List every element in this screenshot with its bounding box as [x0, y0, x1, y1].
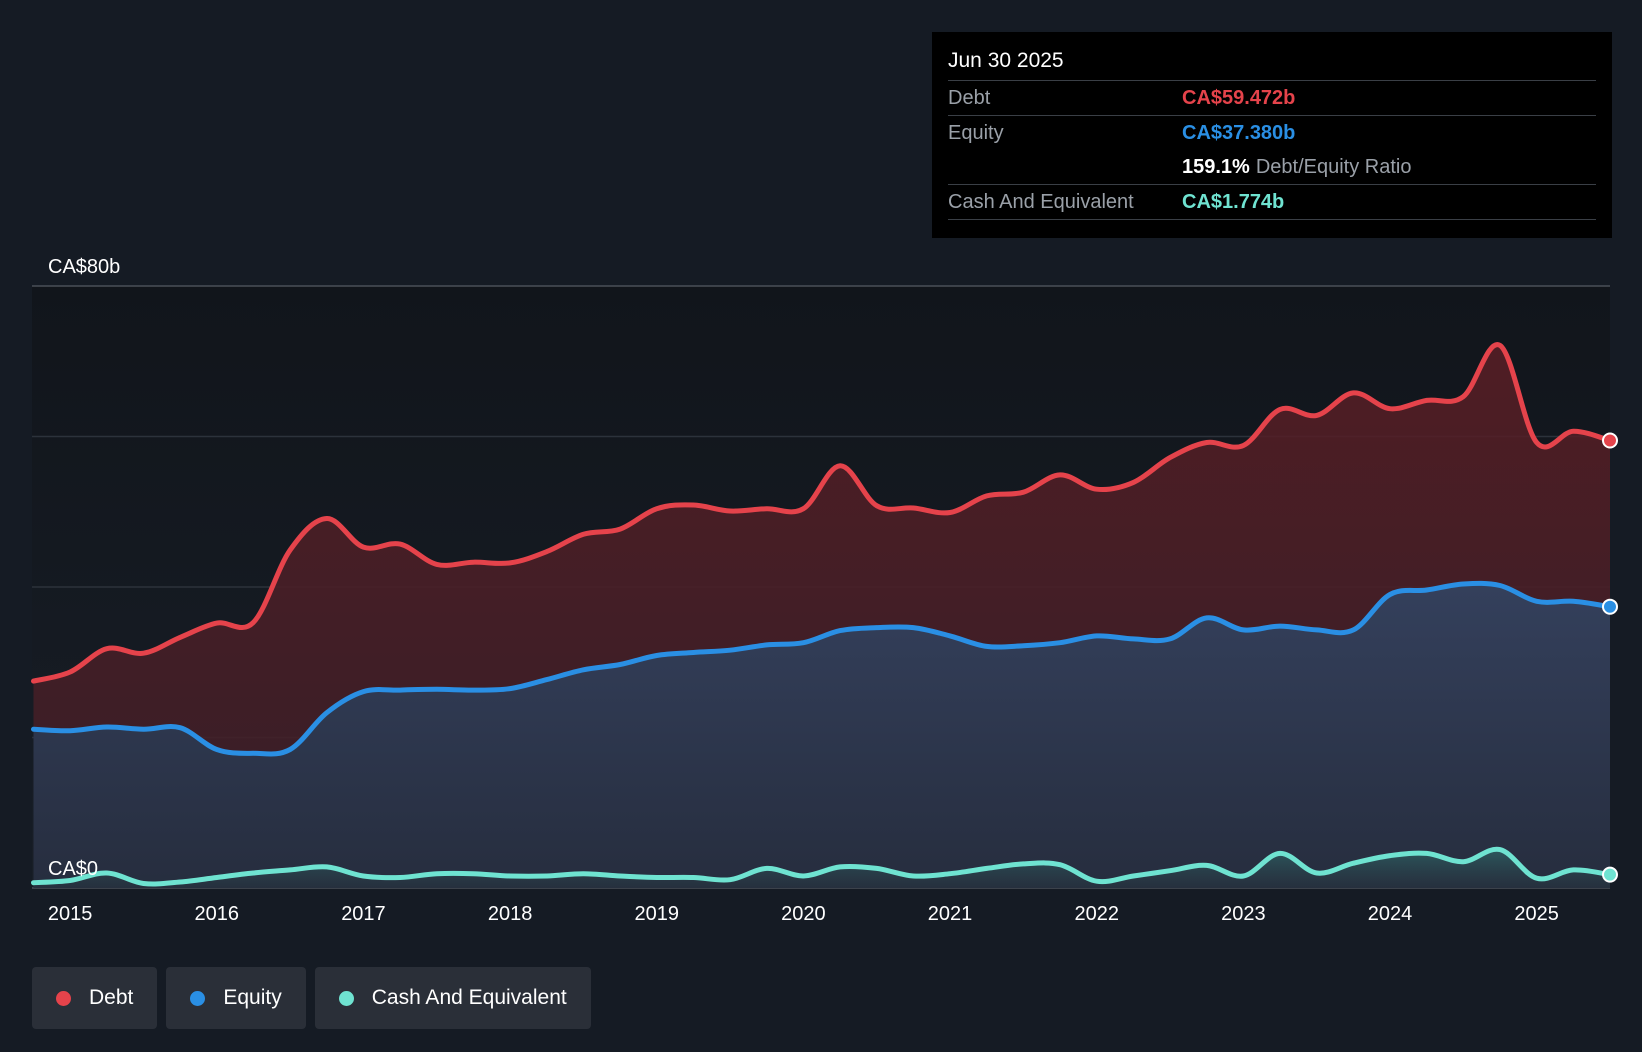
x-tick-label-2017: 2017: [341, 903, 386, 925]
debt-line: [31, 342, 1613, 684]
x-tick-label-2018: 2018: [488, 903, 533, 925]
x-tick-label-2021: 2021: [928, 903, 973, 925]
tooltip-panel: Jun 30 2025 Debt CA$59.472b Equity CA$37…: [932, 32, 1612, 238]
x-tick-label-2020: 2020: [781, 903, 826, 925]
tooltip-ratio-value: 159.1%: [1182, 155, 1250, 178]
cash-dot-icon: [338, 990, 354, 1006]
equity-end-marker: [1602, 598, 1618, 615]
end-markers: [1602, 432, 1618, 883]
legend-label-debt: Debt: [89, 986, 134, 1009]
x-tick-label-2015: 2015: [48, 903, 93, 925]
legend-item-equity[interactable]: Equity: [166, 967, 306, 1029]
legend-item-cash[interactable]: Cash And Equivalent: [314, 967, 591, 1029]
tooltip-debt-label: Debt: [948, 86, 991, 109]
tooltip-row-ratio: 159.1% Debt/Equity Ratio: [948, 150, 1596, 184]
tooltip-date: Jun 30 2025: [948, 49, 1064, 72]
x-axis-labels: 2015 2016 2017 2018 2019 2020 2021 2022 2023 2024…: [48, 903, 1559, 925]
tooltip-row-debt: Debt CA$59.472b: [948, 80, 1596, 115]
x-tick-label-2019: 2019: [634, 903, 679, 925]
tooltip-ratio-label: Debt/Equity Ratio: [1255, 155, 1412, 178]
debt-end-marker: [1602, 432, 1618, 449]
cash-and-equivalent-area: [33, 849, 1610, 888]
tooltip-cash-value: CA$1.774b: [1182, 190, 1285, 213]
legend-label-cash: Cash And Equivalent: [371, 986, 567, 1009]
x-tick-label-2025: 2025: [1514, 903, 1559, 925]
tooltip-equity-value: CA$37.380b: [1182, 121, 1296, 144]
y-tick-label-80: CA$80b: [48, 256, 120, 278]
legend-label-equity: Equity: [223, 986, 282, 1009]
y-axis-labels: CA$80b CA$0: [48, 256, 120, 880]
equity-area: [33, 583, 1610, 888]
legend-item-debt[interactable]: Debt: [32, 967, 158, 1029]
equity-dot-icon: [190, 990, 206, 1006]
tooltip-debt-value: CA$59.472b: [1182, 86, 1296, 109]
legend: Debt Equity Cash And Equivalent: [32, 967, 591, 1029]
cash-and-equivalent-end-marker: [1602, 866, 1618, 883]
x-tick-label-2022: 2022: [1074, 903, 1119, 925]
x-tick-label-2016: 2016: [195, 903, 240, 925]
debt-dot-icon: [56, 990, 71, 1006]
x-tick-label-2023: 2023: [1221, 903, 1266, 925]
tooltip-row-cash: Cash And Equivalent CA$1.774b: [948, 184, 1596, 220]
cash-and-equivalent-line: [31, 846, 1613, 887]
tooltip-cash-label: Cash And Equivalent: [948, 190, 1134, 213]
equity-line: [31, 580, 1613, 757]
tooltip-row-equity: Equity CA$37.380b: [948, 115, 1596, 150]
series-areas: [33, 344, 1610, 888]
tooltip-equity-label: Equity: [948, 121, 1004, 144]
y-tick-label-0: CA$0: [48, 858, 98, 880]
x-tick-label-2024: 2024: [1368, 903, 1413, 925]
series-lines: [31, 342, 1613, 887]
